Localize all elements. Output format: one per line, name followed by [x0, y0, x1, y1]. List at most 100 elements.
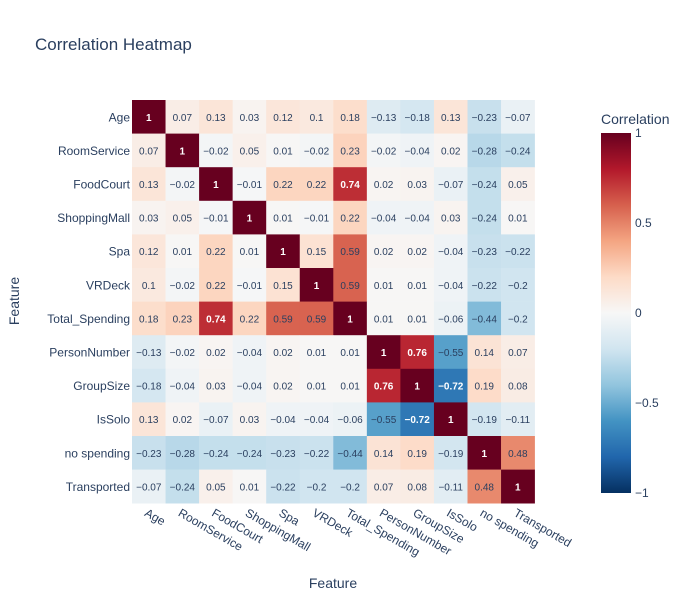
- heatmap-cell: [299, 301, 334, 336]
- heatmap-cell: [366, 368, 401, 403]
- cell-value-label: 0.13: [441, 113, 461, 124]
- cell-value-label: −0.2: [340, 482, 360, 493]
- heatmap-cell: [400, 301, 435, 336]
- cell-value-label: 1: [280, 247, 286, 258]
- heatmap-cell: [501, 469, 535, 504]
- cell-value-label: −0.04: [438, 247, 464, 258]
- cell-value-label: −0.55: [438, 348, 464, 359]
- cell-value-label: 0.01: [173, 247, 193, 258]
- cell-value-label: 0.13: [139, 415, 159, 426]
- cell-value-label: 0.08: [508, 382, 528, 393]
- heatmap-cell: [199, 167, 233, 202]
- cell-value-label: −0.02: [203, 146, 229, 157]
- heatmap-cell: [366, 167, 401, 202]
- heatmap-cell: [433, 436, 468, 470]
- cell-value-label: 0.22: [240, 314, 260, 325]
- cell-value-label: 0.02: [407, 247, 427, 258]
- heatmap-cell: [165, 301, 200, 336]
- heatmap-cell: [333, 335, 368, 370]
- cell-value-label: 0.01: [340, 382, 360, 393]
- heatmap-cell: [199, 268, 233, 302]
- heatmap-cell: [299, 436, 334, 470]
- cell-value-label: −0.04: [237, 348, 263, 359]
- cell-value-label: −0.07: [505, 113, 531, 124]
- heatmap-cell: [199, 402, 233, 437]
- heatmap-cell: [132, 368, 166, 403]
- cell-value-label: −0.04: [170, 382, 196, 393]
- heatmap-cell: [433, 469, 468, 504]
- cell-value-label: −0.19: [472, 415, 498, 426]
- cell-value-label: −0.23: [270, 449, 296, 460]
- colorbar-tick-label: 1: [635, 126, 642, 140]
- heatmap-cell: [433, 301, 468, 336]
- heatmap-cell: [501, 133, 535, 168]
- heatmap-cell: [433, 268, 468, 302]
- heatmap-cell: [467, 200, 502, 235]
- heatmap-cell: [501, 335, 535, 370]
- heatmap-cell: [333, 167, 368, 202]
- heatmap-cell: [232, 100, 267, 134]
- heatmap-cell: [433, 234, 468, 269]
- heatmap-cell: [433, 167, 468, 202]
- cell-value-label: 0.03: [240, 113, 260, 124]
- cell-value-label: −0.01: [304, 214, 330, 225]
- cell-value-label: 0.01: [407, 314, 427, 325]
- cell-value-label: 0.59: [307, 314, 327, 325]
- heatmap-cell: [333, 133, 368, 168]
- cell-value-label: 0.02: [374, 180, 394, 191]
- x-axis-title: Feature: [309, 575, 357, 591]
- cell-value-label: 0.01: [508, 214, 528, 225]
- heatmap-cell: [132, 301, 166, 336]
- cell-value-label: −0.07: [438, 180, 464, 191]
- cell-value-label: 0.74: [206, 314, 226, 325]
- heatmap-cell: [132, 167, 166, 202]
- heatmap-cell: [165, 335, 200, 370]
- heatmap-cell: [165, 402, 200, 437]
- heatmap-cell: [400, 167, 435, 202]
- y-tick-label: Spa: [109, 245, 131, 259]
- cell-value-label: −0.24: [237, 449, 263, 460]
- chart-title: Correlation Heatmap: [35, 35, 192, 54]
- heatmap-cell: [501, 268, 535, 302]
- heatmap-cell: [165, 436, 200, 470]
- heatmap-cell: [266, 402, 301, 437]
- heatmap-cell: [333, 200, 368, 235]
- heatmap-cell: [333, 100, 368, 134]
- cell-value-label: −0.2: [508, 281, 528, 292]
- cell-value-label: 1: [448, 415, 454, 426]
- cell-value-label: −0.22: [304, 449, 330, 460]
- cell-value-label: 1: [314, 281, 320, 292]
- heatmap-cell: [299, 368, 334, 403]
- cell-value-label: −0.04: [405, 146, 431, 157]
- heatmap-cell: [400, 402, 435, 437]
- heatmap-cell: [400, 268, 435, 302]
- y-tick-label: IsSolo: [97, 413, 131, 427]
- cell-value-label: −0.11: [506, 415, 531, 426]
- y-tick-label: PersonNumber: [49, 346, 130, 360]
- cell-value-label: 0.13: [139, 180, 159, 191]
- cell-value-label: 0.02: [173, 415, 193, 426]
- cell-value-label: −0.04: [438, 281, 464, 292]
- heatmap-cell: [400, 100, 435, 134]
- cell-value-label: 0.02: [374, 247, 394, 258]
- cell-value-label: −0.23: [472, 247, 498, 258]
- y-tick-label: no spending: [65, 446, 130, 460]
- cell-value-label: 1: [146, 113, 152, 124]
- cell-value-label: 0.23: [340, 146, 360, 157]
- heatmap-cell: [299, 469, 334, 504]
- cell-value-label: 0.01: [273, 214, 293, 225]
- heatmap-cell: [299, 402, 334, 437]
- colorbar-tick-labels: 1 0.5 0 −0.5 −1: [635, 126, 659, 500]
- cell-value-label: 0.76: [374, 382, 394, 393]
- heatmap-cell: [199, 133, 233, 168]
- heatmap-cell: [232, 234, 267, 269]
- heatmap-cell: [165, 100, 200, 134]
- heatmap-cell: [266, 436, 301, 470]
- cell-value-label: −0.01: [203, 214, 229, 225]
- y-tick-label: Total_Spending: [47, 312, 130, 326]
- cell-value-label: 0.07: [374, 482, 394, 493]
- heatmap-cells: 1 0.07 0.13 0.03 0.12 0.1 0.18 −0.13 −0.18 0.13 −0…: [132, 100, 535, 504]
- y-tick-labels: Age RoomService FoodCourt ShoppingMall Spa VR…: [47, 110, 131, 494]
